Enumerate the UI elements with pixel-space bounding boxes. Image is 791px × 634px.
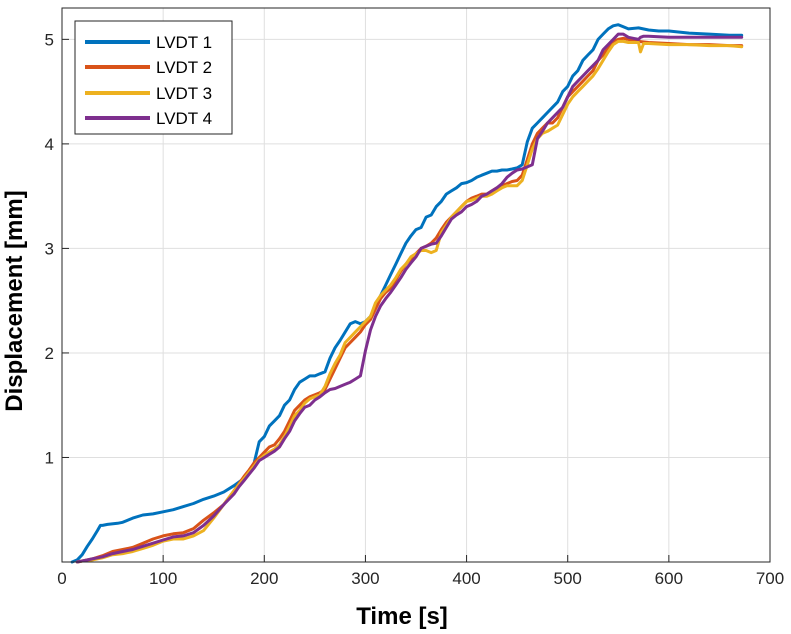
axis-ticks: 0 100 200 300 400 500 600 700 1 2 3 4 5 (45, 30, 785, 588)
legend: LVDT 1 LVDT 2 LVDT 3 LVDT 4 (74, 20, 233, 135)
y-tick-label: 3 (45, 239, 54, 258)
y-axis-title: Displacement [mm] (1, 190, 28, 411)
x-tick-label: 200 (250, 569, 278, 588)
x-tick-label: 700 (756, 569, 784, 588)
y-tick-label: 2 (45, 344, 54, 363)
series-line-lvdt-1 (70, 23, 744, 564)
x-tick-label: 400 (452, 569, 480, 588)
legend-label-lvdt-4: LVDT 4 (156, 109, 212, 128)
data-series (70, 23, 744, 564)
legend-label-lvdt-2: LVDT 2 (156, 58, 212, 77)
legend-label-lvdt-3: LVDT 3 (156, 84, 212, 103)
y-tick-label: 1 (45, 448, 54, 467)
x-tick-label: 600 (655, 569, 683, 588)
x-tick-label: 300 (351, 569, 379, 588)
legend-label-lvdt-1: LVDT 1 (156, 33, 212, 52)
x-tick-label: 500 (554, 569, 582, 588)
y-tick-label: 5 (45, 30, 54, 49)
legend-box (74, 20, 233, 135)
x-axis-title: Time [s] (356, 603, 448, 630)
plot-frame (61, 7, 771, 563)
x-tick-label: 0 (57, 569, 66, 588)
series-line-lvdt-4 (75, 32, 744, 564)
y-tick-label: 4 (45, 135, 54, 154)
x-tick-label: 100 (149, 569, 177, 588)
